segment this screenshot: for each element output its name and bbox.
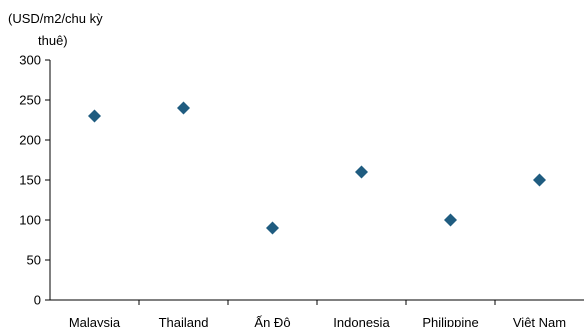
y-tick-label: 300 <box>19 53 41 68</box>
x-tick-label: Malaysia <box>69 315 121 327</box>
data-point-diamond <box>355 165 368 179</box>
y-tick-label: 200 <box>19 133 41 148</box>
y-axis-title: (USD/m2/chu kỳ thuê) <box>8 11 103 48</box>
y-tick-label: 50 <box>27 253 41 268</box>
y-tick-label: 250 <box>19 93 41 108</box>
y-axis-title-line-1: (USD/m2/chu kỳ <box>8 11 103 26</box>
x-axis: Malaysia Thailand Ấn Độ Indonesia Philippine… <box>50 299 584 327</box>
data-point-diamond <box>444 213 457 227</box>
y-tick-label: 0 <box>34 293 41 308</box>
x-tick-label: Indonesia <box>333 315 390 327</box>
data-point-diamond <box>533 173 546 187</box>
x-tick-label: Việt Nam <box>513 315 566 327</box>
x-tick-label: Philippine <box>422 315 478 327</box>
y-tick-label: 150 <box>19 173 41 188</box>
y-axis: 0 50 100 150 200 250 300 <box>19 53 51 308</box>
x-tick-label: Ấn Độ <box>254 315 290 327</box>
y-axis-title-line-2: thuê) <box>38 33 68 48</box>
data-point-diamond <box>177 101 190 115</box>
x-tick-label: Thailand <box>159 315 209 327</box>
data-point-diamond <box>88 109 101 123</box>
data-point-diamond <box>266 221 279 235</box>
data-markers <box>88 101 546 235</box>
y-tick-label: 100 <box>19 213 41 228</box>
